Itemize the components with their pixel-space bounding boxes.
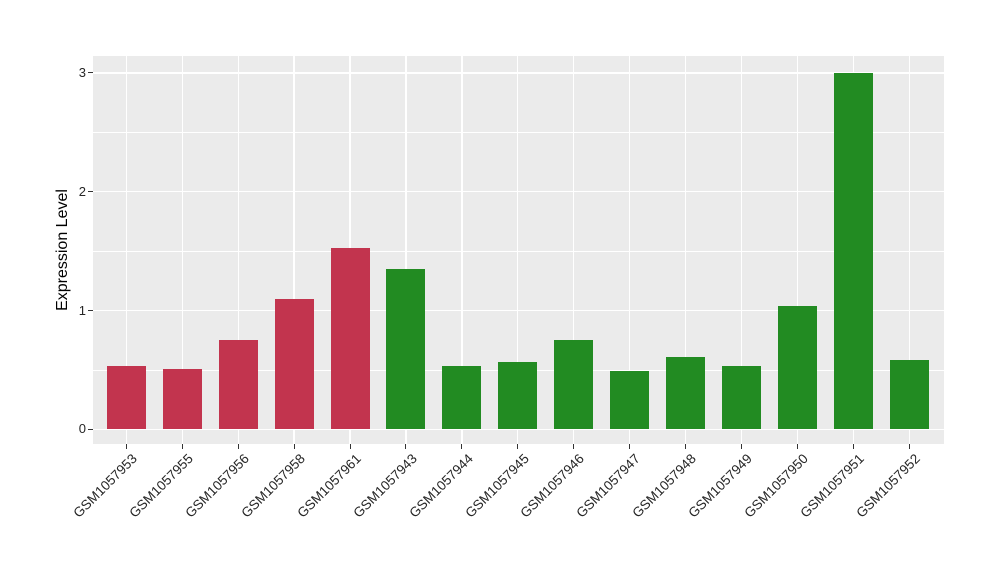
x-tick-mark-GSM1057946 (573, 444, 575, 449)
bar-GSM1057956 (218, 340, 258, 430)
gridline-major-y-1 (93, 309, 944, 312)
bar-GSM1057948 (666, 356, 706, 430)
gridline-major-x-GSM1057948 (684, 56, 687, 444)
gridline-major-x-GSM1057945 (517, 56, 519, 444)
y-tick-label-1: 1 (78, 302, 86, 318)
gridline-major-x-GSM1057947 (629, 56, 631, 444)
bar-GSM1057953 (106, 366, 146, 430)
gridline-minor-y-1.5 (93, 250, 944, 252)
bar-GSM1057944 (442, 366, 482, 430)
x-tick-mark-GSM1057951 (852, 444, 854, 449)
bar-GSM1057952 (889, 360, 929, 430)
bar-GSM1057951 (833, 72, 873, 430)
gridline-major-x-GSM1057953 (125, 56, 127, 444)
gridline-major-x-GSM1057946 (573, 56, 575, 444)
x-tick-mark-GSM1057944 (461, 444, 463, 449)
bar-GSM1057961 (330, 247, 370, 430)
x-tick-mark-GSM1057947 (629, 444, 631, 449)
gridline-major-x-GSM1057944 (461, 56, 463, 444)
x-tick-mark-GSM1057956 (237, 444, 239, 449)
x-tick-mark-GSM1057958 (293, 444, 295, 449)
x-tick-mark-GSM1057961 (349, 444, 351, 449)
gridline-major-y-0 (93, 428, 944, 430)
x-tick-mark-GSM1057945 (517, 444, 519, 449)
x-tick-mark-GSM1057952 (908, 444, 910, 449)
y-tick-mark-2 (88, 191, 93, 193)
bar-GSM1057947 (610, 371, 650, 430)
bar-GSM1057958 (274, 298, 314, 430)
y-axis-title: Expression Level (54, 189, 71, 311)
bar-GSM1057949 (722, 366, 762, 430)
bar-GSM1057955 (162, 368, 202, 430)
y-tick-label-2: 2 (78, 183, 86, 199)
gridline-major-x-GSM1057958 (293, 56, 295, 444)
x-tick-mark-GSM1057949 (741, 444, 743, 449)
plot-panel (93, 56, 944, 444)
bar-GSM1057945 (498, 361, 538, 430)
x-tick-mark-GSM1057943 (405, 444, 407, 449)
bar-GSM1057943 (386, 268, 426, 430)
y-tick-mark-0 (88, 428, 93, 430)
y-tick-label-3: 3 (78, 64, 86, 80)
x-tick-mark-GSM1057953 (125, 444, 127, 449)
x-tick-mark-GSM1057950 (796, 444, 798, 449)
bar-GSM1057950 (777, 305, 817, 430)
gridline-major-x-GSM1057949 (740, 56, 743, 444)
gridline-major-x-GSM1057955 (181, 56, 183, 444)
y-tick-mark-3 (88, 72, 93, 74)
gridline-major-x-GSM1057950 (796, 56, 799, 444)
gridline-major-x-GSM1057956 (237, 56, 239, 444)
y-tick-label-0: 0 (78, 421, 86, 437)
gridline-major-y-2 (93, 191, 944, 193)
gridline-major-y-3 (93, 72, 944, 74)
gridline-major-x-GSM1057943 (405, 56, 407, 444)
x-tick-mark-GSM1057955 (181, 444, 183, 449)
y-tick-mark-1 (88, 310, 93, 312)
gridline-major-x-GSM1057952 (908, 56, 910, 444)
bar-GSM1057946 (554, 340, 594, 430)
x-tick-mark-GSM1057948 (685, 444, 687, 449)
gridline-minor-y-2.5 (93, 132, 944, 133)
